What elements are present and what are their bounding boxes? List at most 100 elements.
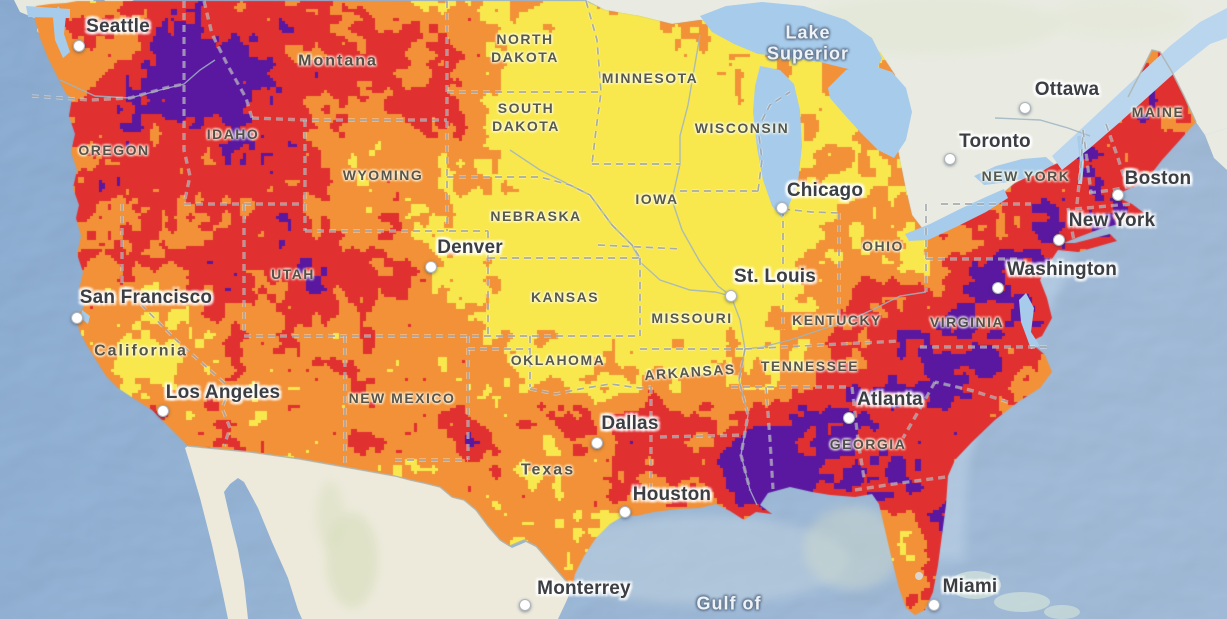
state-border [738, 348, 751, 491]
country-border [1127, 49, 1197, 123]
city-label: Ottawa [1034, 79, 1100, 100]
state-label: NEW MEXICO [348, 389, 456, 406]
city-label: New York [1068, 210, 1156, 231]
city-label: Toronto [959, 131, 1031, 152]
lake-shape [81, 310, 90, 324]
state-border [854, 476, 947, 491]
city-marker[interactable] [519, 599, 531, 611]
state-border [221, 387, 231, 447]
city-label: St. Louis [733, 266, 817, 287]
state-border [1105, 123, 1129, 191]
city-label: Los Angeles [165, 382, 281, 403]
state-label: OREGON [78, 141, 150, 158]
state-label: IDAHO [206, 125, 260, 142]
state-border [659, 434, 746, 438]
city-label: Miami [942, 576, 998, 597]
state-label: KENTUCKY [792, 311, 882, 328]
state-border [757, 91, 791, 192]
state-border [121, 204, 231, 389]
state-label: OKLAHOMA [510, 351, 606, 368]
state-label: WISCONSIN [694, 119, 790, 136]
river-line [59, 59, 216, 99]
water-label: Lake Superior [766, 22, 850, 63]
state-border [1082, 129, 1092, 194]
state-label: KANSAS [530, 288, 600, 305]
city-label: Denver [437, 237, 503, 258]
river-line [744, 291, 927, 350]
lake-shape [1052, 8, 1227, 170]
state-border [744, 340, 901, 350]
city-label: Dallas [601, 413, 659, 434]
lake-shape [974, 157, 1054, 185]
city-marker[interactable] [928, 599, 940, 611]
state-label: OHIO [862, 237, 904, 254]
city-label: Chicago [786, 180, 864, 201]
state-label: MINNESOTA [601, 69, 699, 86]
state-border [765, 386, 774, 490]
state-border [1076, 131, 1084, 205]
state-label: VIRGINIA [929, 313, 1005, 330]
state-border [31, 83, 185, 101]
state-label: IOWA [635, 190, 679, 207]
state-border [851, 386, 865, 479]
state-label: MAINE [1131, 103, 1185, 120]
city-label: Monterrey [537, 578, 631, 599]
city-marker[interactable] [843, 412, 855, 424]
city-marker[interactable] [1019, 102, 1031, 114]
state-label: MISSOURI [651, 309, 733, 326]
city-marker[interactable] [619, 506, 631, 518]
city-marker[interactable] [1053, 234, 1065, 246]
state-label: ARKANSAS [643, 360, 737, 384]
state-label: Montana [298, 52, 378, 70]
city-marker[interactable] [992, 282, 1004, 294]
state-label: NORTH DAKOTA [491, 30, 559, 65]
state-border [585, 0, 602, 165]
city-marker[interactable] [725, 290, 737, 302]
state-border [203, 0, 253, 119]
city-marker[interactable] [776, 202, 788, 214]
state-border [589, 194, 641, 259]
city-marker[interactable] [944, 153, 956, 165]
lake-shape [26, 6, 70, 18]
lake-shape [828, 64, 912, 158]
city-marker[interactable] [1112, 189, 1124, 201]
state-border [447, 176, 591, 196]
country-border [187, 445, 573, 589]
city-marker[interactable] [157, 405, 169, 417]
river-line [671, 34, 758, 506]
city-label: San Francisco [79, 287, 213, 308]
lake-shape [700, 2, 882, 76]
lake-shape [1019, 293, 1040, 349]
state-label: UTAH [271, 265, 315, 282]
state-label: SOUTH DAKOTA [492, 99, 560, 134]
state-label: NEW YORK [981, 167, 1071, 184]
city-marker[interactable] [73, 40, 85, 52]
city-marker[interactable] [425, 261, 437, 273]
lake-shape [753, 66, 802, 218]
city-marker[interactable] [71, 312, 83, 324]
state-label: California [94, 342, 188, 360]
state-border [934, 381, 1009, 403]
city-label: Boston [1124, 168, 1192, 189]
city-label: Houston [632, 484, 712, 505]
lake-shape [53, 6, 70, 58]
state-border [782, 208, 840, 214]
lake-shape [905, 189, 1008, 241]
state-border [902, 381, 936, 439]
river-line [994, 117, 1091, 137]
city-marker[interactable] [591, 437, 603, 449]
state-label: Texas [520, 461, 576, 479]
state-label: NEBRASKA [490, 207, 582, 224]
state-label: TENNESSEE [760, 357, 860, 374]
water-label: Gulf of [696, 593, 762, 614]
city-label: Atlanta [857, 389, 923, 410]
state-border [1067, 207, 1075, 242]
city-label: Washington [1007, 259, 1117, 280]
city-label: Seattle [86, 16, 150, 37]
state-label: GEORGIA [829, 435, 907, 452]
state-label: WYOMING [342, 166, 424, 183]
